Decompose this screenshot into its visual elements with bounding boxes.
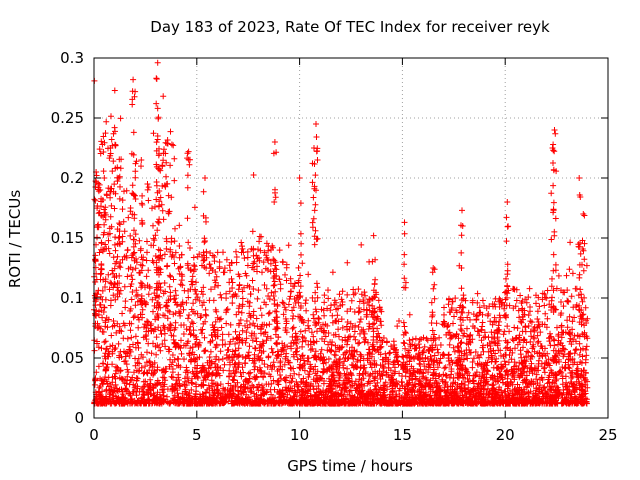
x-tick-label: 15: [393, 426, 412, 444]
y-tick-label: 0.2: [60, 169, 84, 187]
y-tick-label: 0.15: [51, 229, 84, 247]
y-tick-label: 0.3: [60, 49, 84, 67]
y-tick-label: 0.05: [51, 349, 84, 367]
y-axis-label: ROTI / TECUs: [6, 190, 24, 288]
x-tick-label: 10: [290, 426, 309, 444]
x-tick-label: 25: [598, 426, 617, 444]
y-tick-label: 0.25: [51, 109, 84, 127]
x-axis-label: GPS time / hours: [287, 457, 413, 475]
x-tick-label: 0: [89, 426, 99, 444]
y-tick-label: 0: [74, 409, 84, 427]
axis-ticks: 0 5 10 15 20 25 0 0.05 0.1 0.15 0.2 0.25 0.3: [51, 49, 618, 444]
roti-series-points: [91, 59, 591, 407]
x-tick-label: 20: [496, 426, 515, 444]
y-tick-label: 0.1: [60, 289, 84, 307]
data-points: [91, 59, 591, 407]
x-tick-label: 5: [192, 426, 202, 444]
chart-title: Day 183 of 2023, Rate Of TEC Index for r…: [150, 18, 550, 36]
